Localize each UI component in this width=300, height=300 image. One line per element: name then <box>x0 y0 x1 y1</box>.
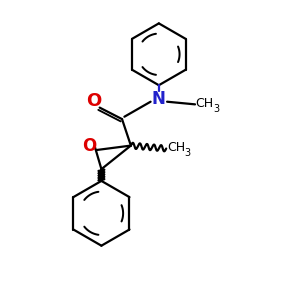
Text: O: O <box>82 137 96 155</box>
Text: N: N <box>152 90 166 108</box>
Text: CH: CH <box>196 97 214 110</box>
Text: O: O <box>86 92 102 110</box>
Text: 3: 3 <box>184 148 190 158</box>
Text: 3: 3 <box>213 104 219 114</box>
Text: CH: CH <box>167 141 185 154</box>
